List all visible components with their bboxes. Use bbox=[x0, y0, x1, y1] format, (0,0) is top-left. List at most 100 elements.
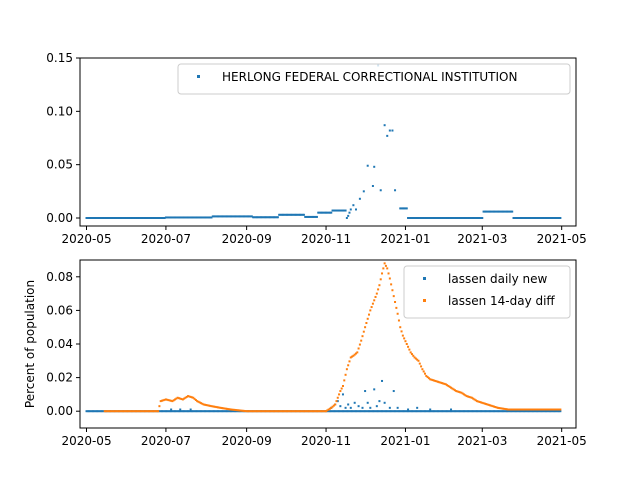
series-1-point bbox=[559, 217, 562, 219]
series-1-point bbox=[153, 217, 156, 219]
series-1-point bbox=[167, 216, 170, 219]
series-1-point bbox=[465, 410, 468, 413]
series-2-point bbox=[447, 385, 450, 387]
series-1-point bbox=[381, 379, 384, 382]
series-1-point bbox=[515, 410, 518, 413]
series-1-point bbox=[440, 410, 443, 413]
series-2-point bbox=[288, 410, 291, 413]
series-2-point bbox=[147, 410, 150, 413]
series-1-point bbox=[168, 410, 171, 413]
series-1-point bbox=[211, 410, 214, 413]
series-1-point bbox=[529, 410, 532, 413]
series-2-point bbox=[163, 398, 166, 401]
y-tick-label: 0.08 bbox=[46, 270, 73, 284]
series-1-point bbox=[524, 217, 527, 219]
series-1-point bbox=[166, 410, 169, 413]
series-1-point bbox=[414, 410, 417, 413]
series-2-point bbox=[161, 399, 164, 402]
series-1-point bbox=[358, 197, 361, 200]
series-1-point bbox=[421, 217, 424, 219]
series-1-point bbox=[315, 215, 318, 218]
series-1-point bbox=[304, 215, 307, 218]
series-2-point bbox=[309, 410, 312, 413]
series-1-point bbox=[485, 210, 488, 213]
series-2-point bbox=[366, 317, 369, 320]
series-2-point bbox=[412, 354, 415, 357]
series-1-point bbox=[155, 217, 158, 219]
series-1-point bbox=[556, 410, 559, 413]
series-1-point bbox=[136, 217, 139, 219]
series-1-point bbox=[466, 410, 469, 413]
series-1-point bbox=[429, 408, 432, 411]
series-1-point bbox=[526, 410, 529, 413]
series-2-point bbox=[194, 399, 197, 401]
series-2-point bbox=[282, 410, 285, 413]
series-1-point bbox=[95, 217, 98, 219]
series-2-point bbox=[306, 410, 309, 413]
series-2-point bbox=[301, 410, 304, 413]
series-2-point bbox=[516, 408, 519, 411]
series-2-point bbox=[164, 398, 167, 401]
series-1-point bbox=[168, 216, 171, 219]
series-2-point bbox=[547, 408, 550, 411]
series-1-point bbox=[164, 410, 167, 413]
series-1-point bbox=[491, 410, 494, 413]
series-2-point bbox=[397, 319, 400, 322]
series-1-point bbox=[352, 410, 355, 413]
series-2-point bbox=[460, 391, 463, 394]
series-2-point bbox=[545, 408, 548, 411]
series-2-point bbox=[228, 408, 231, 411]
series-2-point bbox=[215, 406, 218, 409]
series-2-point bbox=[388, 277, 391, 280]
series-2-point bbox=[190, 396, 193, 399]
series-1-point bbox=[207, 410, 210, 413]
series-1-point bbox=[507, 410, 510, 413]
series-2-point bbox=[429, 378, 432, 381]
series-1-point bbox=[522, 410, 525, 413]
series-2-point bbox=[526, 408, 529, 411]
series-2-point bbox=[354, 352, 357, 355]
series-1-point bbox=[455, 410, 458, 413]
series-1-point bbox=[459, 410, 462, 413]
series-2-point bbox=[370, 306, 373, 309]
series-1-point bbox=[170, 410, 173, 413]
series-1-point bbox=[481, 410, 484, 413]
series-2-point bbox=[494, 406, 497, 408]
series-1-point bbox=[171, 410, 174, 413]
series-2-point bbox=[196, 400, 199, 403]
series-1-point bbox=[439, 217, 442, 219]
series-1-point bbox=[266, 216, 269, 219]
series-1-point bbox=[452, 217, 455, 219]
series-1-point bbox=[421, 410, 424, 413]
series-1-point bbox=[193, 410, 196, 413]
series-2-point bbox=[335, 400, 338, 403]
series-1-point bbox=[374, 410, 377, 413]
series-1-point bbox=[453, 410, 456, 413]
series-2-point bbox=[387, 272, 390, 275]
series-1-point bbox=[94, 217, 97, 219]
series-1-point bbox=[106, 217, 109, 219]
series-1-point bbox=[478, 217, 481, 219]
series-2-point bbox=[433, 379, 436, 382]
series-1-point bbox=[327, 410, 330, 413]
series-1-point bbox=[530, 410, 533, 413]
series-2-point bbox=[304, 410, 307, 413]
series-2-point bbox=[168, 399, 171, 402]
series-2-point bbox=[503, 407, 506, 410]
series-1-point bbox=[364, 410, 367, 413]
series-2-point bbox=[491, 405, 494, 408]
series-1-point bbox=[137, 217, 140, 219]
series-1-point bbox=[336, 400, 339, 403]
series-1-point bbox=[209, 410, 212, 413]
series-1-point bbox=[131, 217, 134, 219]
series-1-point bbox=[226, 410, 229, 413]
series-1-point bbox=[125, 217, 128, 219]
series-1-point bbox=[86, 410, 89, 413]
series-2-point bbox=[534, 408, 537, 411]
series-1-point bbox=[545, 410, 548, 413]
series-2-point bbox=[297, 410, 300, 413]
series-2-point bbox=[138, 410, 141, 413]
series-2-point bbox=[513, 408, 516, 411]
series-2-point bbox=[373, 299, 376, 302]
series-2-point bbox=[374, 295, 377, 298]
